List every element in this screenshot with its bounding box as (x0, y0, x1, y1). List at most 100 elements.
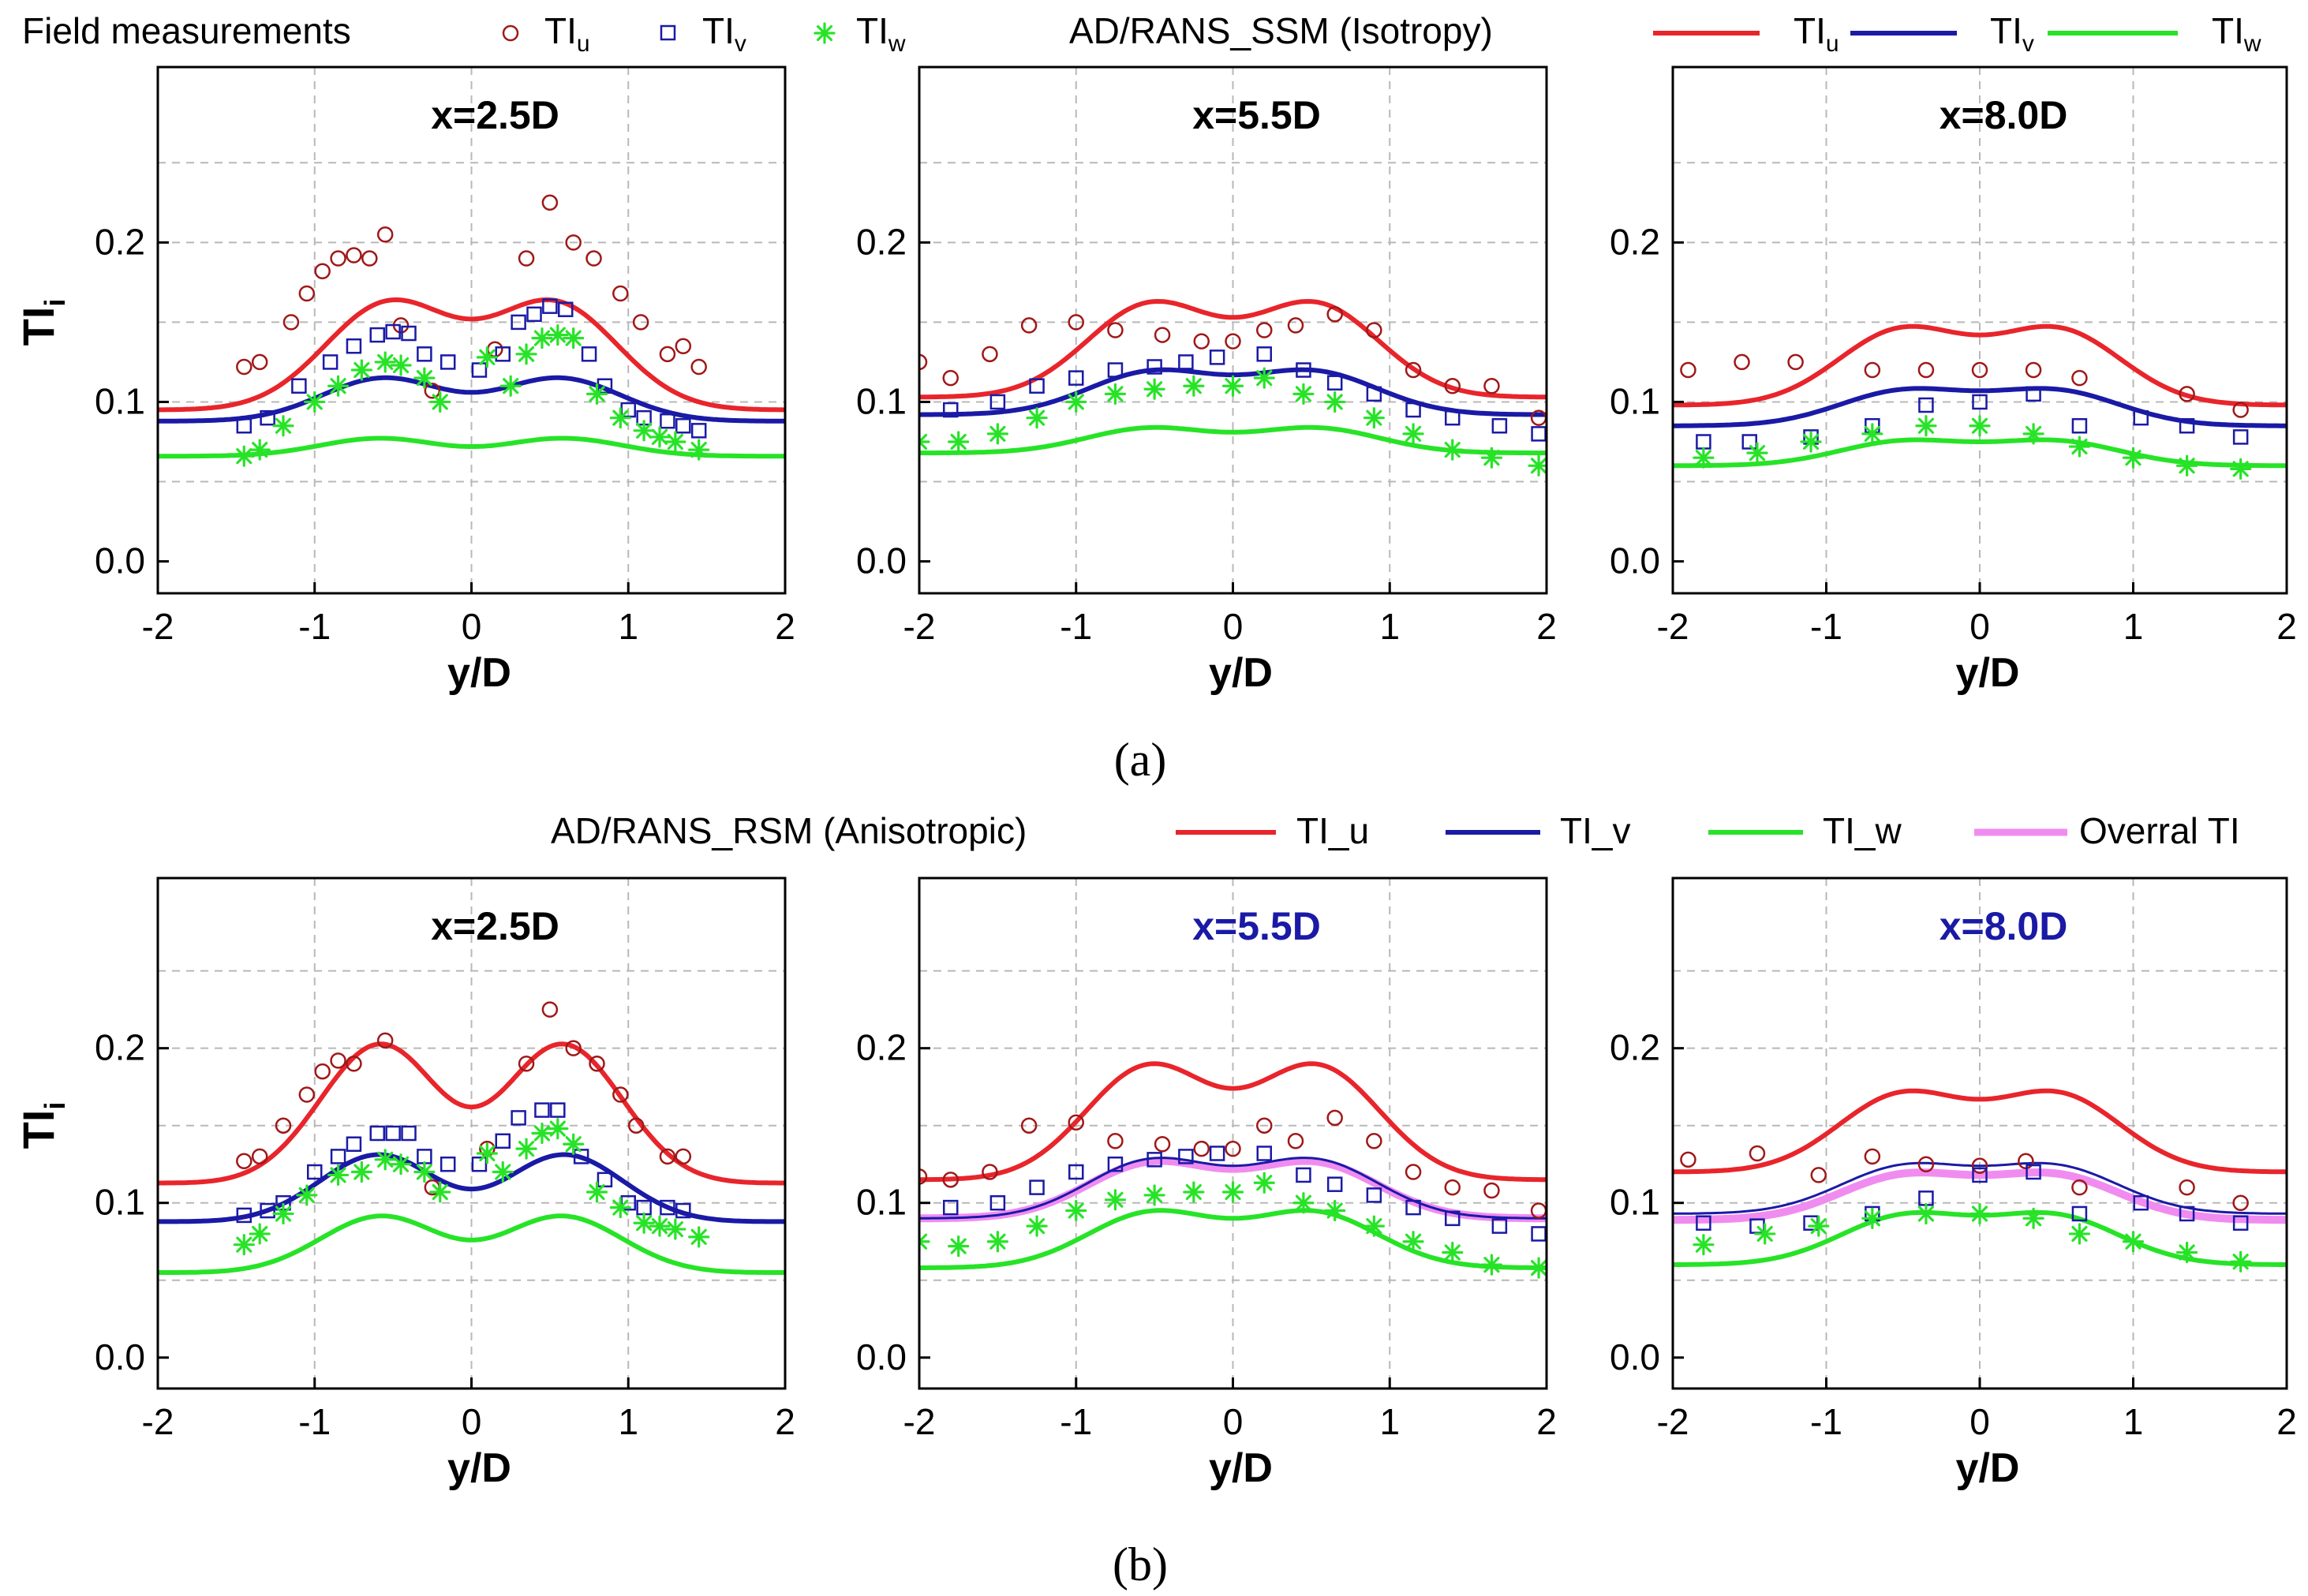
x-tick-label: 2 (2276, 606, 2297, 647)
meas-v-point (1326, 1176, 1343, 1192)
meas-w-point (1292, 383, 1315, 405)
meas-v-point (1918, 397, 1934, 413)
legend-a-meas-w-label: TIw (856, 10, 906, 57)
y-axis-label-main: TI (13, 1110, 63, 1149)
panel-title: x=2.5D (431, 93, 559, 137)
x-tick-label: 2 (1536, 1401, 1557, 1442)
meas-v-point (660, 413, 675, 429)
meas-u-point (1287, 317, 1304, 334)
ticks: -2 -1 0 1 2 0.0 0.1 0.2 (95, 1027, 795, 1442)
gridlines (919, 878, 1547, 1389)
meas-u-point (1326, 1109, 1343, 1127)
meas-v-point (550, 1102, 566, 1118)
meas-v-point (2071, 418, 2088, 434)
meas-v-point (1068, 370, 1084, 386)
meas-w-point (585, 383, 608, 405)
meas-v-point (2179, 418, 2195, 434)
meas-u-point (1020, 317, 1038, 334)
meas-w-point (499, 375, 522, 397)
x-tick-label: -1 (1810, 606, 1842, 647)
meas-u-point (314, 1063, 331, 1080)
x-axis-label: y/D (1209, 1445, 1273, 1491)
meas-v-point (1296, 362, 1311, 378)
meas-w-point (2175, 1241, 2198, 1264)
meas-v-point (2232, 429, 2249, 445)
x-tick-label: 0 (462, 1401, 482, 1442)
panel-b2: -2 -1 0 1 2 0.0 0.1 0.2 x=5.5D y/D (856, 876, 1557, 1491)
meas-v-point (330, 1149, 346, 1164)
meas-w-point (515, 1138, 537, 1160)
meas-u-point (1917, 1156, 1935, 1172)
x-tick-label: 0 (1223, 1401, 1244, 1442)
model-line-overall (1673, 1168, 2287, 1224)
meas-w-point (413, 367, 436, 389)
measurements (1680, 353, 2252, 480)
meas-u-point (298, 1086, 316, 1103)
meas-u-point (919, 353, 928, 371)
meas-v-point (597, 1172, 613, 1188)
meas-v-point (1326, 375, 1343, 391)
model-line-w (158, 1213, 785, 1275)
model-line-v (1673, 386, 2287, 428)
panel-title: x=5.5D (1192, 904, 1321, 948)
legend-b-v-label: TI_v (1560, 810, 1630, 851)
meas-u-point (1787, 353, 1804, 371)
meas-w-point (1143, 378, 1165, 400)
meas-w-point (2122, 447, 2145, 469)
meas-u-point (346, 1056, 362, 1072)
meas-v-point (471, 1156, 488, 1172)
meas-w-point (2022, 423, 2044, 445)
legend-a-meas-u-marker (502, 24, 519, 42)
meas-w-point (2230, 1250, 2252, 1273)
meas-w-point (374, 351, 396, 373)
measurements (919, 306, 1547, 477)
meas-v-point (1696, 434, 1711, 450)
model-line-u (919, 298, 1547, 400)
x-tick-label: 0 (1969, 606, 1990, 647)
meas-u-point (251, 353, 268, 371)
meas-w-point (1693, 1234, 1715, 1256)
y-tick-label: 0.2 (95, 1027, 145, 1068)
meas-w-point (547, 323, 569, 346)
meas-u-point (1287, 1133, 1304, 1149)
legend-a-ti-text-mv: TI (1990, 10, 2022, 51)
meas-u-point (942, 369, 959, 387)
panel-a2: -2 -1 0 1 2 0.0 0.1 0.2 x=5.5D y/D (856, 65, 1557, 696)
meas-w-point (1915, 415, 1937, 437)
meas-w-point (1480, 447, 1503, 469)
x-tick-label: 1 (618, 606, 638, 647)
meas-u-point (1366, 1133, 1382, 1149)
meas-w-point (609, 407, 631, 429)
meas-v-point (2232, 1215, 2249, 1231)
meas-u-point (1483, 377, 1500, 394)
model-line-u (919, 1061, 1547, 1183)
meas-u-point (236, 1153, 252, 1170)
meas-w-point (585, 1181, 608, 1203)
meas-w-point (919, 431, 930, 453)
meas-w-point (1292, 1192, 1315, 1214)
meas-v-point (1178, 1149, 1194, 1164)
meas-w-point (1442, 1241, 1464, 1264)
meas-u-point (330, 250, 346, 267)
meas-u-point (675, 338, 692, 354)
meas-w-point (413, 1161, 436, 1183)
caption-b: (b) (1113, 1538, 1168, 1590)
meas-u-point (1225, 1140, 1241, 1157)
meas-w-point (1693, 447, 1715, 469)
meas-u-point (1734, 353, 1750, 371)
legend-a-ti-text-w: TI (856, 10, 888, 51)
meas-u-point (1366, 322, 1382, 338)
y-axis-label: TIi (13, 1102, 71, 1149)
meas-v-point (417, 1149, 432, 1164)
meas-w-point (1065, 1199, 1087, 1222)
meas-u-point (541, 1001, 559, 1018)
meas-v-point (1147, 359, 1162, 375)
x-tick-label: 2 (1536, 606, 1557, 647)
meas-u-point (2232, 1194, 2249, 1211)
x-axis-label: y/D (447, 1445, 511, 1491)
meas-w-point (1065, 391, 1087, 413)
meas-w-point (2122, 1231, 2145, 1253)
legend-a-meas-label: Field measurements (22, 10, 351, 51)
legend-a-model-w-label: TIw (2212, 10, 2261, 57)
meas-w-point (531, 327, 553, 349)
